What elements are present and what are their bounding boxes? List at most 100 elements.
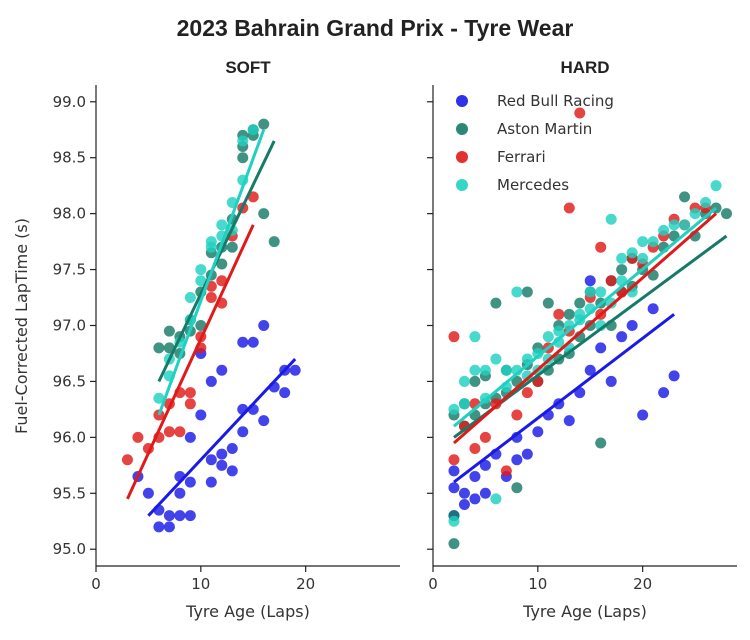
panel-hard: HARD 0 10 20 Tyre Age (Laps) [427,58,737,621]
data-point [521,370,533,382]
y-tick-label: 95.5 [53,484,86,502]
data-point [279,387,291,399]
data-point [216,448,228,460]
data-point [226,465,238,477]
data-point [626,320,638,331]
x-axis-label-hard: Tyre Age (Laps) [522,602,647,621]
data-point [448,482,460,494]
data-point [258,208,270,220]
y-axis-label: Fuel-Corrected LapTime (s) [12,218,31,434]
data-point [490,297,502,309]
trend-line [126,224,255,500]
data-point [616,331,628,343]
data-point [532,426,544,438]
data-point [668,219,680,231]
data-point [479,487,491,499]
data-point [205,454,217,466]
data-point [216,275,228,287]
data-point [532,347,544,359]
data-point [195,275,207,287]
data-point [448,403,460,415]
data-point [216,258,228,270]
legend-label: Red Bull Racing [497,92,614,110]
data-point [258,118,270,130]
data-point [679,219,691,231]
data-point [500,465,512,477]
data-point [469,471,481,483]
data-point [469,375,481,387]
data-point [184,387,196,399]
y-tick-label: 97.5 [53,261,86,279]
data-point [153,342,165,354]
legend-entry: Ferrari [456,148,546,166]
data-point [258,320,270,331]
data-point [163,426,175,438]
data-point [142,487,154,499]
data-point [469,493,481,505]
data-point [163,325,175,337]
series-points-soft [132,320,301,533]
data-point [174,426,186,438]
data-point [668,370,680,382]
data-point [448,515,460,527]
trend-line [453,206,717,428]
y-tick-label: 96.0 [53,428,86,446]
data-point [574,308,586,320]
data-point [542,331,554,343]
panel-soft: SOFT 95.0 95.5 96.0 96.5 97.0 97.5 98.0 98.5 99.0… [53,58,400,621]
data-point [479,431,491,443]
data-point [163,510,175,522]
data-point [479,364,491,376]
legend-marker [456,95,468,107]
trend-line [452,212,718,445]
data-point [195,409,207,421]
data-point [458,487,470,499]
data-point [626,247,638,259]
data-point [605,213,617,225]
data-point [511,409,523,421]
data-point [521,286,533,298]
data-point [658,224,670,236]
data-point [121,454,133,466]
data-point [511,482,523,494]
data-point [689,208,701,220]
data-point [605,375,617,387]
data-point [216,219,228,231]
data-point [184,398,196,410]
panel-title-hard: HARD [560,58,609,77]
x-tick-label: 20 [633,575,652,593]
series-points-hard [448,180,722,527]
x-tick-label: 10 [528,575,547,593]
data-point [195,264,207,276]
chart-title: 2023 Bahrain Grand Prix - Tyre Wear [177,15,574,41]
x-tick-label: 20 [296,575,315,593]
data-point [490,493,502,505]
y-tick-label: 95.0 [53,540,86,558]
legend-label: Mercedes [497,176,569,194]
data-point [268,236,280,248]
data-point [289,364,301,376]
trend-line [157,129,266,416]
data-point [205,476,217,488]
data-point [184,476,196,488]
data-point [247,124,259,136]
data-point [184,431,196,443]
data-point [469,331,481,343]
data-point [237,426,249,438]
data-point [216,459,228,471]
data-point [153,521,165,533]
x-tick-label: 10 [191,575,210,593]
data-point [458,375,470,387]
y-tick-label: 97.0 [53,317,86,335]
data-point [700,196,712,208]
data-point [574,107,586,119]
data-point [448,454,460,466]
data-point [469,443,481,455]
legend-entry: Mercedes [456,176,569,194]
data-point [258,415,270,427]
legend-label: Ferrari [497,148,546,166]
data-point [153,392,165,404]
data-point [479,459,491,471]
data-point [574,297,586,309]
